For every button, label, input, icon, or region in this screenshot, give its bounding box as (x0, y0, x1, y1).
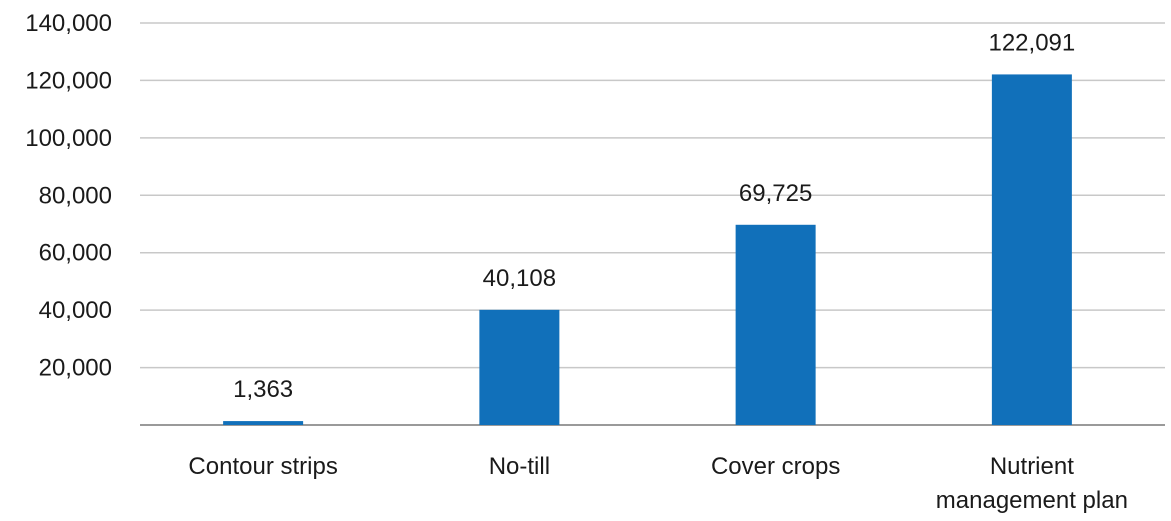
x-axis-category-labels: Contour strips No-till Cover crops Nutrient… (188, 453, 1128, 514)
y-tick-label: 100,000 (25, 125, 112, 152)
category-label: No-till (489, 453, 550, 480)
category-label: Cover crops (711, 453, 840, 480)
y-tick-label: 20,000 (39, 355, 112, 382)
y-tick-label: 140,000 (25, 10, 112, 37)
bar (735, 224, 816, 425)
bar (479, 309, 560, 425)
data-labels: 1,363 40,108 69,725 122,091 (233, 29, 1075, 403)
y-tick-label: 40,000 (39, 297, 112, 324)
data-label: 1,363 (233, 376, 293, 403)
y-tick-label: 80,000 (39, 182, 112, 209)
bars (223, 74, 1072, 426)
category-label: Nutrient (990, 453, 1074, 480)
data-label: 69,725 (739, 180, 812, 207)
y-tick-label: 60,000 (39, 240, 112, 267)
bar (991, 74, 1072, 426)
bar (223, 421, 304, 425)
data-label: 40,108 (483, 265, 556, 292)
y-axis-tick-labels: 20,000 40,000 60,000 80,000 100,000 120,000 14… (25, 10, 112, 382)
category-label: Contour strips (188, 453, 337, 480)
y-tick-label: 120,000 (25, 67, 112, 94)
data-label: 122,091 (988, 29, 1075, 56)
category-label: management plan (936, 487, 1128, 514)
gridlines (140, 22, 1165, 426)
